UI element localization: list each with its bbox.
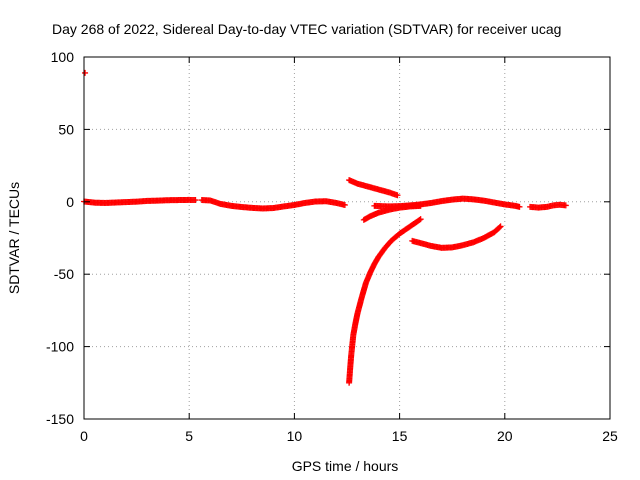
y-tick-label: 0 xyxy=(66,194,74,210)
y-tick-label: 100 xyxy=(51,49,75,65)
chart-title: Day 268 of 2022, Sidereal Day-to-day VTE… xyxy=(52,21,561,37)
series-main-band-4 xyxy=(527,201,569,211)
x-tick-label: 15 xyxy=(392,428,408,444)
x-tick-label: 0 xyxy=(80,428,88,444)
series-dip-curve xyxy=(409,223,504,251)
series-main-band-3 xyxy=(371,195,523,210)
series-outlier xyxy=(82,69,89,76)
y-tick-label: -50 xyxy=(54,266,74,282)
y-axis-label: SDTVAR / TECUs xyxy=(6,182,22,294)
x-tick-label: 25 xyxy=(602,428,618,444)
plot-frame xyxy=(83,56,611,420)
data-point xyxy=(394,192,401,199)
data-point xyxy=(341,201,348,208)
data-point xyxy=(416,216,423,223)
x-axis-label: GPS time / hours xyxy=(292,458,399,474)
series-upper-branch xyxy=(346,177,401,199)
series-lower-curve xyxy=(346,216,424,386)
y-tick-label: -150 xyxy=(46,411,74,427)
data-point xyxy=(82,69,89,76)
y-tick-label: 50 xyxy=(58,121,74,137)
series-main-band-1 xyxy=(81,196,199,206)
data-point xyxy=(417,216,424,223)
data-point xyxy=(562,202,569,209)
data-point xyxy=(192,197,199,204)
x-tick-label: 10 xyxy=(287,428,303,444)
x-tick-label: 20 xyxy=(497,428,513,444)
data-point xyxy=(516,203,523,210)
axis-ticks: 0 5 10 15 20 25 100 50 0 -50 -100 -150 xyxy=(46,49,618,444)
grid xyxy=(84,57,610,419)
series-main-band-2 xyxy=(198,197,348,212)
data-point xyxy=(497,223,504,230)
x-tick-label: 5 xyxy=(185,428,193,444)
data-points xyxy=(81,69,569,386)
data-point xyxy=(496,224,503,231)
y-tick-label: -100 xyxy=(46,339,74,355)
